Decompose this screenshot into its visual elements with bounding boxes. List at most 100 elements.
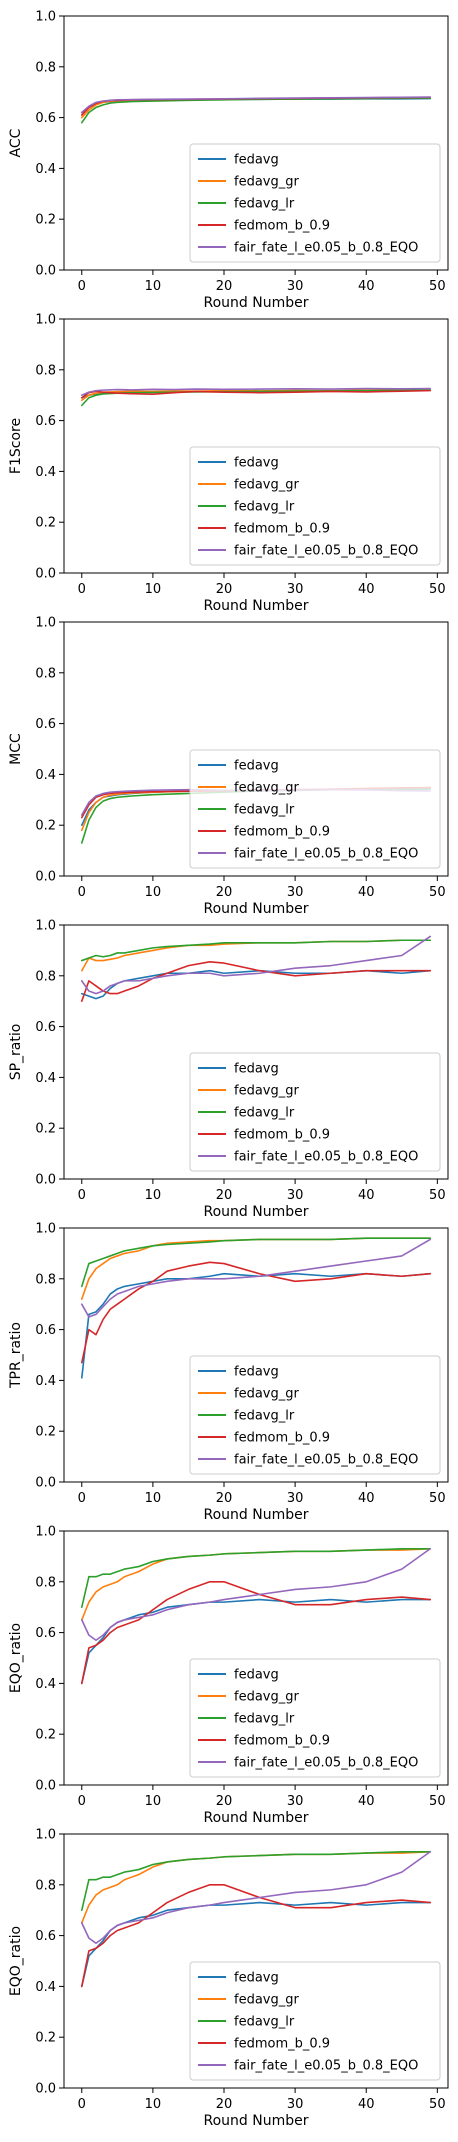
y-tick-label: 0.2 bbox=[35, 1728, 56, 1743]
legend-label: fedavg_lr bbox=[234, 803, 295, 818]
plot-area-frame bbox=[63, 621, 449, 877]
y-tick-label: 0.6 bbox=[35, 111, 56, 126]
legend: fedavg fedavg_gr fedavg_lr fedmom_b_0.9fair… bbox=[189, 1961, 441, 2081]
x-tick-label: 20 bbox=[216, 2097, 233, 2112]
chart-panel-6: 0 10 20 30 40 50 0.0 0.2 0.4 0.6 0.8 1.0 Round Numbe… bbox=[8, 1828, 449, 2129]
y-tick-label: 0.0 bbox=[35, 870, 56, 885]
series-line-fedmom_b_0.9 bbox=[80, 1261, 432, 1364]
x-tick-label: 0 bbox=[78, 582, 86, 597]
x-tick-label: 10 bbox=[145, 1491, 162, 1506]
y-tick-label: 0.2 bbox=[35, 1425, 56, 1440]
y-tick-label: 0.8 bbox=[35, 666, 56, 681]
y-tick-label: 0.8 bbox=[35, 1878, 56, 1893]
x-tick-label: 10 bbox=[145, 582, 162, 597]
series-line-fedavg_lr bbox=[80, 1850, 432, 1911]
legend-label: fair_fate_l_e0.05_b_0.8_EQO bbox=[234, 544, 418, 559]
legend-label: fedavg bbox=[234, 1668, 279, 1683]
y-tick-label: 0.8 bbox=[35, 1272, 56, 1287]
legend-label: fedavg_gr bbox=[234, 175, 299, 190]
series-line-fair_fate_l_e0.05_b_0.8_EQO bbox=[80, 96, 432, 114]
y-axis-label: EQO_ratio bbox=[8, 1623, 24, 1693]
x-tick-label: 20 bbox=[216, 1491, 233, 1506]
x-tick-label: 0 bbox=[78, 885, 86, 900]
series-line-fair_fate_l_e0.05_b_0.8_EQO bbox=[80, 1547, 432, 1642]
x-tick-label: 30 bbox=[287, 1188, 304, 1203]
y-tick-label: 0.4 bbox=[35, 1677, 56, 1692]
y-tick-label: 0.2 bbox=[35, 2031, 56, 2046]
series-line-fedavg_lr bbox=[80, 97, 432, 124]
x-tick-label: 0 bbox=[78, 279, 86, 294]
y-axis-label: TPR_ratio bbox=[8, 1322, 24, 1389]
x-tick-label: 40 bbox=[358, 885, 375, 900]
series-line-fedavg bbox=[80, 1272, 432, 1379]
y-tick-label: 0.6 bbox=[35, 717, 56, 732]
legend-label: fedmom_b_0.9 bbox=[234, 1431, 330, 1446]
x-tick-label: 40 bbox=[358, 1188, 375, 1203]
series-line-fair_fate_l_e0.05_b_0.8_EQO bbox=[80, 1850, 432, 1945]
y-tick-label: 0.6 bbox=[35, 1626, 56, 1641]
x-tick-label: 40 bbox=[358, 1794, 375, 1809]
y-tick-label: 1.0 bbox=[35, 919, 56, 934]
legend-label: fedavg_gr bbox=[234, 1993, 299, 2008]
x-tick-label: 10 bbox=[145, 885, 162, 900]
x-axis-label: Round Number bbox=[204, 1507, 309, 1523]
legend-label: fedavg bbox=[234, 759, 279, 774]
x-tick-label: 50 bbox=[429, 279, 446, 294]
y-tick-label: 0.2 bbox=[35, 213, 56, 228]
series-line-fedavg_lr bbox=[80, 1547, 432, 1608]
y-tick-label: 0.0 bbox=[35, 1779, 56, 1794]
legend-label: fair_fate_l_e0.05_b_0.8_EQO bbox=[234, 1453, 418, 1468]
x-tick-label: 10 bbox=[145, 2097, 162, 2112]
y-tick-label: 0.2 bbox=[35, 516, 56, 531]
x-tick-label: 30 bbox=[287, 582, 304, 597]
y-tick-label: 0.8 bbox=[35, 363, 56, 378]
x-tick-label: 40 bbox=[358, 2097, 375, 2112]
x-tick-label: 30 bbox=[287, 279, 304, 294]
y-tick-label: 0.4 bbox=[35, 768, 56, 783]
x-tick-label: 50 bbox=[429, 582, 446, 597]
x-axis-label: Round Number bbox=[204, 2113, 309, 2129]
plot-area-frame bbox=[63, 924, 449, 1180]
series-line-fedavg_gr bbox=[80, 939, 432, 972]
x-axis-label: Round Number bbox=[204, 598, 309, 614]
x-tick-label: 0 bbox=[78, 2097, 86, 2112]
y-tick-label: 1.0 bbox=[35, 1222, 56, 1237]
legend-label: fedavg_lr bbox=[234, 2015, 295, 2030]
y-tick-label: 0.4 bbox=[35, 465, 56, 480]
legend-label: fedavg bbox=[234, 1971, 279, 1986]
x-tick-label: 50 bbox=[429, 1188, 446, 1203]
y-tick-label: 0.6 bbox=[35, 1323, 56, 1338]
legend: fedavg fedavg_gr fedavg_lr fedmom_b_0.9fair… bbox=[189, 749, 441, 869]
y-tick-label: 0.4 bbox=[35, 1071, 56, 1086]
x-tick-label: 20 bbox=[216, 1188, 233, 1203]
legend-label: fedavg bbox=[234, 1062, 279, 1077]
legend-box bbox=[189, 1052, 441, 1172]
y-tick-label: 0.0 bbox=[35, 1173, 56, 1188]
legend-label: fedmom_b_0.9 bbox=[234, 825, 330, 840]
y-axis-label: SP_ratio bbox=[8, 1024, 24, 1081]
y-tick-label: 0.8 bbox=[35, 1575, 56, 1590]
y-tick-label: 0.6 bbox=[35, 1020, 56, 1035]
chart-panel-3: 0 10 20 30 40 50 0.0 0.2 0.4 0.6 0.8 1.0 Round Numbe… bbox=[8, 919, 449, 1220]
legend-label: fedavg_lr bbox=[234, 500, 295, 515]
y-tick-label: 0.2 bbox=[35, 819, 56, 834]
legend-label: fedavg_lr bbox=[234, 1409, 295, 1424]
legend-label: fedavg_gr bbox=[234, 1387, 299, 1402]
series-line-fedavg bbox=[80, 1598, 432, 1685]
y-tick-label: 1.0 bbox=[35, 10, 56, 25]
x-tick-label: 40 bbox=[358, 279, 375, 294]
y-tick-label: 0.8 bbox=[35, 60, 56, 75]
x-tick-label: 40 bbox=[358, 582, 375, 597]
series-line-fedmom_b_0.9 bbox=[80, 1581, 432, 1685]
legend-box bbox=[189, 1961, 441, 2081]
x-tick-label: 0 bbox=[78, 1491, 86, 1506]
legend-label: fedavg_lr bbox=[234, 1106, 295, 1121]
legend-label: fedavg_gr bbox=[234, 1690, 299, 1705]
x-tick-label: 10 bbox=[145, 1188, 162, 1203]
series-line-fedavg_gr bbox=[80, 1547, 432, 1621]
legend: fedavg fedavg_gr fedavg_lr fedmom_b_0.9fair… bbox=[189, 446, 441, 566]
series-line-fair_fate_l_e0.05_b_0.8_EQO bbox=[80, 935, 432, 995]
y-tick-label: 1.0 bbox=[35, 313, 56, 328]
legend-label: fair_fate_l_e0.05_b_0.8_EQO bbox=[234, 241, 418, 256]
y-tick-label: 1.0 bbox=[35, 1525, 56, 1540]
